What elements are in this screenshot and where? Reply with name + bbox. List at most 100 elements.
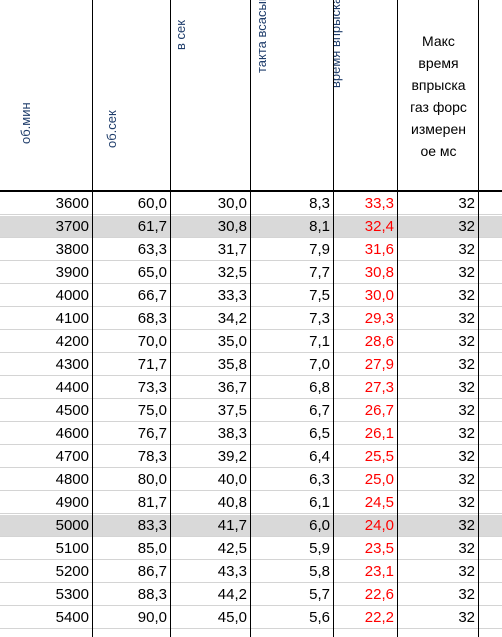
cell-measured[interactable]: 32 xyxy=(458,494,475,511)
cell-injections[interactable]: 39,2 xyxy=(217,448,247,465)
cell-rps[interactable]: 85,0 xyxy=(137,540,167,557)
table-row[interactable]: 4400 73,3 36,7 6,8 27,3 32 xyxy=(0,377,502,399)
cell-max-injection[interactable]: 33,3 xyxy=(364,195,394,212)
cell-rps[interactable]: 78,3 xyxy=(137,448,167,465)
cell-injections[interactable]: 40,8 xyxy=(217,494,247,511)
table-row[interactable]: 4100 68,3 34,2 7,3 29,3 32 xyxy=(0,308,502,330)
cell-injections[interactable]: 42,5 xyxy=(217,540,247,557)
cell-injections[interactable]: 44,2 xyxy=(217,586,247,603)
cell-intake-time[interactable]: 7,5 xyxy=(309,287,330,304)
cell-rps[interactable]: 60,0 xyxy=(137,195,167,212)
cell-rps[interactable]: 66,7 xyxy=(137,287,167,304)
cell-max-injection[interactable]: 22,6 xyxy=(364,586,394,603)
cell-rps[interactable]: 71,7 xyxy=(137,356,167,373)
cell-rps[interactable]: 68,3 xyxy=(137,310,167,327)
cell-rps[interactable]: 65,0 xyxy=(137,264,167,281)
cell-rps[interactable]: 61,7 xyxy=(137,218,167,235)
cell-injections[interactable]: 32,5 xyxy=(217,264,247,281)
cell-intake-time[interactable]: 6,5 xyxy=(309,425,330,442)
cell-injections[interactable]: 33,3 xyxy=(217,287,247,304)
cell-injections[interactable]: 40,0 xyxy=(217,471,247,488)
header-max-injection[interactable]: макс возможное время впрыска xyxy=(334,0,397,190)
table-row[interactable]: 5400 90,0 45,0 5,6 22,2 32 xyxy=(0,607,502,629)
cell-rpm[interactable]: 3700 xyxy=(55,218,89,235)
table-row[interactable]: 4500 75,0 37,5 6,7 26,7 32 xyxy=(0,400,502,422)
cell-rpm[interactable]: 4300 xyxy=(55,356,89,373)
table-row[interactable]: 4700 78,3 39,2 6,4 25,5 32 xyxy=(0,446,502,468)
cell-measured[interactable]: 32 xyxy=(458,195,475,212)
cell-injections[interactable]: 35,8 xyxy=(217,356,247,373)
table-row[interactable]: 4600 76,7 38,3 6,5 26,1 32 xyxy=(0,423,502,445)
cell-measured[interactable]: 32 xyxy=(458,241,475,258)
table-row[interactable]: 4200 70,0 35,0 7,1 28,6 32 xyxy=(0,331,502,353)
table-row[interactable]: 4800 80,0 40,0 6,3 25,0 32 xyxy=(0,469,502,491)
cell-injections[interactable]: 31,7 xyxy=(217,241,247,258)
cell-rps[interactable]: 86,7 xyxy=(137,563,167,580)
cell-max-injection[interactable]: 27,3 xyxy=(364,379,394,396)
cell-intake-time[interactable]: 6,3 xyxy=(309,471,330,488)
cell-max-injection[interactable]: 24,5 xyxy=(364,494,394,511)
cell-rpm[interactable]: 5000 xyxy=(55,517,89,534)
table-row[interactable]: 5300 88,3 44,2 5,7 22,6 32 xyxy=(0,584,502,606)
cell-rpm[interactable]: 5100 xyxy=(55,540,89,557)
cell-rpm[interactable]: 4100 xyxy=(55,310,89,327)
cell-intake-time[interactable]: 8,1 xyxy=(309,218,330,235)
cell-measured[interactable]: 32 xyxy=(458,517,475,534)
cell-max-injection[interactable]: 24,0 xyxy=(364,517,394,534)
cell-max-injection[interactable]: 29,3 xyxy=(364,310,394,327)
cell-rps[interactable]: 63,3 xyxy=(137,241,167,258)
cell-intake-time[interactable]: 7,3 xyxy=(309,310,330,327)
header-injections[interactable]: колличество впрысков в сек xyxy=(171,0,250,190)
table-row[interactable]: 5000 83,3 41,7 6,0 24,0 32 xyxy=(0,515,502,537)
cell-max-injection[interactable]: 30,0 xyxy=(364,287,394,304)
cell-measured[interactable]: 32 xyxy=(458,356,475,373)
cell-rpm[interactable]: 4200 xyxy=(55,333,89,350)
header-rpm[interactable]: об.мин xyxy=(0,0,92,190)
cell-rpm[interactable]: 4900 xyxy=(55,494,89,511)
cell-rps[interactable]: 90,0 xyxy=(137,609,167,626)
cell-injections[interactable]: 35,0 xyxy=(217,333,247,350)
cell-rpm[interactable]: 3800 xyxy=(55,241,89,258)
cell-rpm[interactable]: 4400 xyxy=(55,379,89,396)
cell-intake-time[interactable]: 5,7 xyxy=(309,586,330,603)
table-row[interactable]: 5100 85,0 42,5 5,9 23,5 32 xyxy=(0,538,502,560)
header-intake-time[interactable]: милисекунд время такта всасывания xyxy=(251,0,333,190)
cell-rpm[interactable]: 4800 xyxy=(55,471,89,488)
cell-measured[interactable]: 32 xyxy=(458,448,475,465)
cell-intake-time[interactable]: 6,8 xyxy=(309,379,330,396)
cell-rpm[interactable]: 5200 xyxy=(55,563,89,580)
cell-max-injection[interactable]: 31,6 xyxy=(364,241,394,258)
cell-measured[interactable]: 32 xyxy=(458,563,475,580)
cell-measured[interactable]: 32 xyxy=(458,379,475,396)
cell-max-injection[interactable]: 25,5 xyxy=(364,448,394,465)
cell-measured[interactable]: 32 xyxy=(458,540,475,557)
cell-measured[interactable]: 32 xyxy=(458,287,475,304)
cell-injections[interactable]: 36,7 xyxy=(217,379,247,396)
cell-rps[interactable]: 73,3 xyxy=(137,379,167,396)
cell-measured[interactable]: 32 xyxy=(458,218,475,235)
cell-intake-time[interactable]: 5,6 xyxy=(309,609,330,626)
cell-max-injection[interactable]: 30,8 xyxy=(364,264,394,281)
cell-intake-time[interactable]: 6,4 xyxy=(309,448,330,465)
table-row[interactable]: 4300 71,7 35,8 7,0 27,9 32 xyxy=(0,354,502,376)
cell-measured[interactable]: 32 xyxy=(458,586,475,603)
cell-max-injection[interactable]: 23,1 xyxy=(364,563,394,580)
table-row[interactable]: 4000 66,7 33,3 7,5 30,0 32 xyxy=(0,285,502,307)
table-row[interactable]: 4900 81,7 40,8 6,1 24,5 32 xyxy=(0,492,502,514)
cell-injections[interactable]: 43,3 xyxy=(217,563,247,580)
cell-rpm[interactable]: 4600 xyxy=(55,425,89,442)
cell-intake-time[interactable]: 8,3 xyxy=(309,195,330,212)
cell-rps[interactable]: 75,0 xyxy=(137,402,167,419)
cell-measured[interactable]: 32 xyxy=(458,333,475,350)
cell-intake-time[interactable]: 6,0 xyxy=(309,517,330,534)
cell-max-injection[interactable]: 27,9 xyxy=(364,356,394,373)
cell-max-injection[interactable]: 22,2 xyxy=(364,609,394,626)
cell-rpm[interactable]: 5300 xyxy=(55,586,89,603)
cell-injections[interactable]: 38,3 xyxy=(217,425,247,442)
cell-rpm[interactable]: 3900 xyxy=(55,264,89,281)
cell-intake-time[interactable]: 5,8 xyxy=(309,563,330,580)
cell-max-injection[interactable]: 32,4 xyxy=(364,218,394,235)
cell-rps[interactable]: 76,7 xyxy=(137,425,167,442)
table-row[interactable]: 3700 61,7 30,8 8,1 32,4 32 xyxy=(0,216,502,238)
cell-injections[interactable]: 45,0 xyxy=(217,609,247,626)
